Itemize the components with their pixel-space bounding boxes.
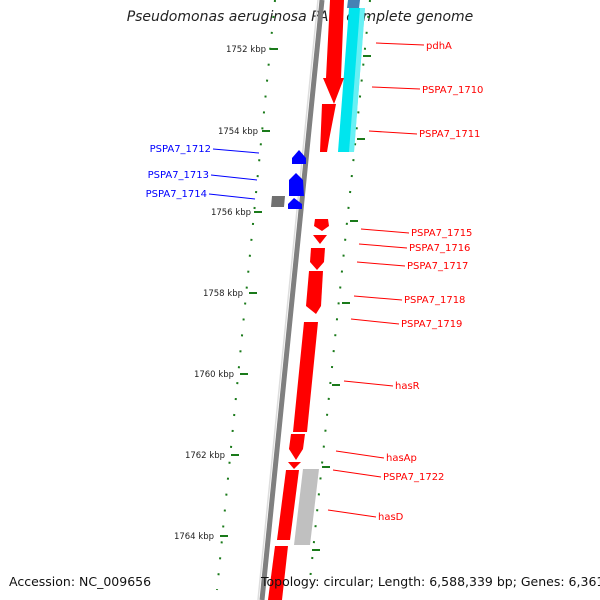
gene-arrow-red: [314, 219, 329, 231]
gene-label: PSPA7_1722: [383, 472, 444, 483]
right-leaders: [327, 42, 425, 518]
gene-arrow-red: [313, 235, 327, 244]
gene-label: pdhA: [426, 41, 452, 52]
reverse-genes: [288, 150, 306, 209]
gene-arrow-red: [320, 104, 336, 152]
gene-label: PSPA7_1710: [422, 85, 483, 96]
topology-text: Topology: circular; Length: 6,588,339 bp…: [261, 574, 600, 589]
gene-label: PSPA7_1714: [146, 189, 207, 200]
gene-arrow-red: [323, 0, 344, 104]
kbp-label: 1764 kbp: [174, 532, 214, 542]
gene-arrow-blue: [292, 150, 306, 164]
left-leaders: [208, 148, 260, 200]
right-gene-labels: pdhA PSPA7_1710 PSPA7_1711 PSPA7_1715 PS…: [378, 41, 483, 523]
gene-arrow-red: [288, 462, 301, 469]
gene-label: PSPA7_1715: [411, 228, 472, 239]
gene-label: hasR: [395, 381, 420, 392]
kbp-label: 1756 kbp: [211, 208, 251, 218]
gene-arrow-blue: [289, 173, 304, 196]
kbp-label: 1760 kbp: [194, 370, 234, 380]
map-title: Pseudomonas aeruginosa PA7, complete gen…: [126, 9, 474, 25]
backbone: [257, 0, 325, 600]
gene-features: [268, 0, 365, 600]
gene-arrow-red: [306, 271, 323, 314]
outer-tick-ring: [309, 0, 371, 581]
gene-arrow-steel: [347, 0, 360, 8]
gene-label: PSPA7_1719: [401, 319, 462, 330]
gene-label: PSPA7_1712: [150, 144, 211, 155]
gene-arrow-blue: [288, 198, 302, 209]
kbp-label: 1752 kbp: [226, 45, 266, 55]
gene-label: hasAp: [386, 453, 417, 464]
gene-arrow-grey: [294, 469, 319, 545]
gene-arrow-red: [289, 434, 305, 460]
kbp-label: 1754 kbp: [218, 127, 258, 137]
major-ticks: [220, 48, 371, 551]
kbp-label: 1762 kbp: [185, 451, 225, 461]
gene-arrow-red: [293, 322, 318, 432]
gene-label: hasD: [378, 512, 404, 523]
accession-text: Accession: NC_009656: [9, 574, 152, 589]
gene-label: PSPA7_1716: [409, 243, 470, 254]
gene-arrow-red: [268, 546, 288, 600]
gene-label: PSPA7_1717: [407, 261, 468, 272]
kbp-labels: 1752 kbp 1754 kbp 1756 kbp 1758 kbp 1760…: [174, 45, 266, 542]
gene-arrow-red: [310, 248, 325, 270]
left-gene-labels: PSPA7_1712 PSPA7_1713 PSPA7_1714: [146, 144, 211, 200]
gene-arrow-dark-grey: [271, 196, 285, 207]
gene-label: PSPA7_1718: [404, 295, 465, 306]
gene-label: PSPA7_1713: [148, 170, 209, 181]
gene-label: PSPA7_1711: [419, 129, 480, 140]
gene-arrow-red: [277, 470, 299, 540]
kbp-label: 1758 kbp: [203, 289, 243, 299]
